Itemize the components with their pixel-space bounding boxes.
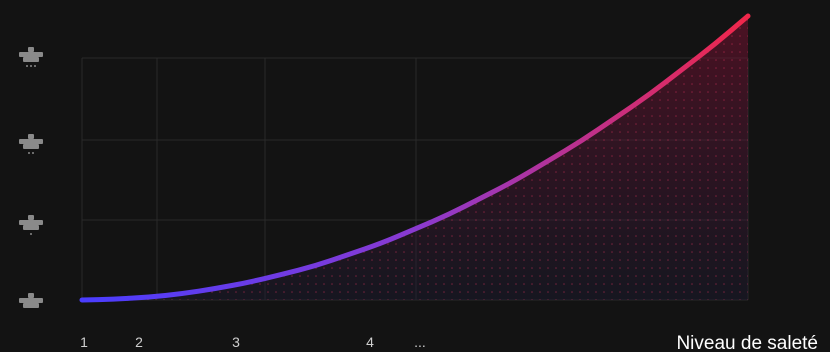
series-line: [79, 13, 751, 303]
x-tick-label: 2: [135, 334, 143, 350]
x-axis-label: Niveau de saleté: [676, 333, 818, 352]
y-axis-icons: [19, 47, 43, 308]
spray-head-icon: [19, 47, 43, 67]
x-tick-label: 4: [366, 334, 374, 350]
x-tick-label: ...: [414, 334, 426, 350]
x-tick-label: 3: [232, 334, 240, 350]
spray-head-icon: [19, 134, 43, 154]
spray-head-icon: [19, 215, 43, 235]
x-axis-tick-labels: 1 2 3 4...: [80, 334, 426, 350]
spray-head-icon: [19, 293, 43, 308]
x-tick-label: 1: [80, 334, 88, 350]
